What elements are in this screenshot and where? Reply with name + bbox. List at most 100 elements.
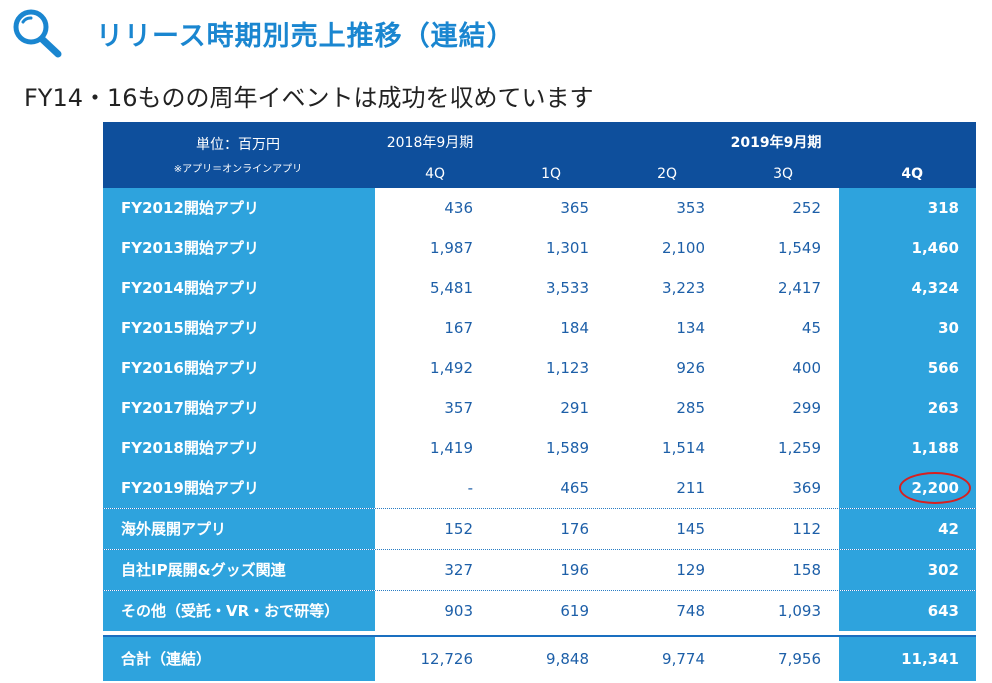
row-label: 海外展開アプリ (103, 509, 375, 549)
highlight-column-cell (839, 509, 976, 549)
table-row: FY2012開始アプリ 436 365 353 252 318 (103, 188, 976, 228)
table-row: FY2019開始アプリ -465 211 369 2,200 (103, 468, 976, 509)
value-cell: 252 (792, 199, 821, 217)
value-cell: 1,123 (546, 359, 589, 377)
highlight-column-cell (839, 591, 976, 631)
highlight-column-cell (839, 348, 976, 388)
value-cell: 318 (927, 199, 959, 217)
unit-label: 単位：百万円 (196, 137, 280, 153)
row-label: FY2014開始アプリ (103, 268, 375, 308)
value-cell: 1,188 (911, 439, 959, 457)
period-2018: 2018年9月期 (386, 135, 474, 151)
value-cell: 1,987 (430, 239, 473, 257)
period-2019: 2019年9月期 (730, 135, 822, 151)
row-label: FY2019開始アプリ (103, 468, 375, 508)
value-cell: - (467, 479, 473, 497)
table-row: FY2018開始アプリ 1,419 1,589 1,514 1,259 1,188 (103, 428, 976, 468)
value-cell: 1,093 (778, 602, 821, 620)
value-cell: 299 (792, 399, 821, 417)
row-label: 自社IP展開&グッズ関連 (103, 550, 375, 590)
value-cell: 7,956 (778, 650, 821, 668)
quarter-header: 1Q (541, 166, 561, 182)
value-cell: 145 (676, 520, 705, 538)
table-row: 自社IP展開&グッズ関連 327 196 129 158 302 (103, 550, 976, 591)
highlight-column-cell (839, 308, 976, 348)
highlight-column-cell (839, 550, 976, 590)
value-cell: 1,514 (662, 439, 705, 457)
value-cell: 1,419 (430, 439, 473, 457)
table-row: FY2017開始アプリ 357 291 285 299 263 (103, 388, 976, 428)
highlight-circle (899, 472, 971, 504)
table-row: FY2013開始アプリ 1,987 1,301 2,100 1,549 1,460 (103, 228, 976, 268)
value-cell: 12,726 (420, 650, 474, 668)
value-cell: 1,460 (911, 239, 959, 257)
value-cell: 9,848 (546, 650, 589, 668)
value-cell: 9,774 (662, 650, 705, 668)
value-cell: 1,492 (430, 359, 473, 377)
value-cell: 3,223 (662, 279, 705, 297)
value-cell: 5,481 (430, 279, 473, 297)
value-cell: 184 (560, 319, 589, 337)
value-cell: 158 (792, 561, 821, 579)
value-cell: 11,341 (901, 650, 959, 668)
row-label: FY2012開始アプリ (103, 188, 375, 228)
value-cell: 748 (676, 602, 705, 620)
row-label: FY2013開始アプリ (103, 228, 375, 268)
row-label: FY2018開始アプリ (103, 428, 375, 468)
value-cell: 926 (676, 359, 705, 377)
table-header: 単位：百万円 ※アプリ＝オンラインアプリ 2018年9月期 2019年9月期 4… (103, 122, 976, 188)
value-cell: 566 (927, 359, 959, 377)
table-row: 合計（連結） 12,726 9,848 9,774 7,956 11,341 (103, 635, 976, 681)
highlight-column-cell (839, 428, 976, 468)
table-body: FY2012開始アプリ 436 365 353 252 318 FY2013開始アプリ 1,9… (103, 188, 976, 681)
value-cell: 112 (792, 520, 821, 538)
quarter-header: 4Q (425, 166, 445, 182)
value-cell: 42 (938, 520, 959, 538)
value-cell: 211 (676, 479, 705, 497)
table-row: その他（受託・VR・おで研等） 903 619 748 1,093 643 (103, 591, 976, 631)
value-cell: 30 (938, 319, 959, 337)
value-cell: 196 (560, 561, 589, 579)
value-cell: 2,100 (662, 239, 705, 257)
quarter-header: 3Q (773, 166, 793, 182)
row-label: その他（受託・VR・おで研等） (103, 591, 375, 631)
value-cell: 357 (444, 399, 473, 417)
value-cell: 302 (927, 561, 959, 579)
sales-table: 単位：百万円 ※アプリ＝オンラインアプリ 2018年9月期 2019年9月期 4… (103, 122, 976, 681)
search-icon (13, 9, 62, 58)
value-cell: 365 (560, 199, 589, 217)
value-cell: 134 (676, 319, 705, 337)
value-cell: 465 (560, 479, 589, 497)
quarter-header: 2Q (657, 166, 677, 182)
value-cell: 2,417 (778, 279, 821, 297)
row-label: FY2017開始アプリ (103, 388, 375, 428)
highlight-column-cell (839, 268, 976, 308)
value-cell: 129 (676, 561, 705, 579)
value-cell: 1,259 (778, 439, 821, 457)
quarter-header: 4Q (901, 166, 923, 182)
value-cell: 643 (927, 602, 959, 620)
value-cell: 291 (560, 399, 589, 417)
highlight-column-cell (839, 388, 976, 428)
value-cell: 3,533 (546, 279, 589, 297)
value-cell: 152 (444, 520, 473, 538)
value-cell: 903 (444, 602, 473, 620)
value-cell: 285 (676, 399, 705, 417)
row-label: 合計（連結） (103, 637, 375, 681)
value-cell: 167 (444, 319, 473, 337)
highlight-column-cell (839, 188, 976, 228)
value-cell: 4,324 (911, 279, 959, 297)
value-cell: 353 (676, 199, 705, 217)
value-cell: 436 (444, 199, 473, 217)
value-cell: 1,589 (546, 439, 589, 457)
page-title: リリース時期別売上推移（連結） (96, 21, 515, 52)
page-subtitle: FY14・16ものの周年イベントは成功を収めています (24, 84, 594, 112)
unit-note: ※アプリ＝オンラインアプリ (173, 164, 303, 175)
value-cell: 369 (792, 479, 821, 497)
value-cell: 176 (560, 520, 589, 538)
value-cell: 400 (792, 359, 821, 377)
value-cell: 1,301 (546, 239, 589, 257)
value-cell: 619 (560, 602, 589, 620)
value-cell: 263 (927, 399, 959, 417)
table-row: 海外展開アプリ 152 176 145 112 42 (103, 509, 976, 550)
